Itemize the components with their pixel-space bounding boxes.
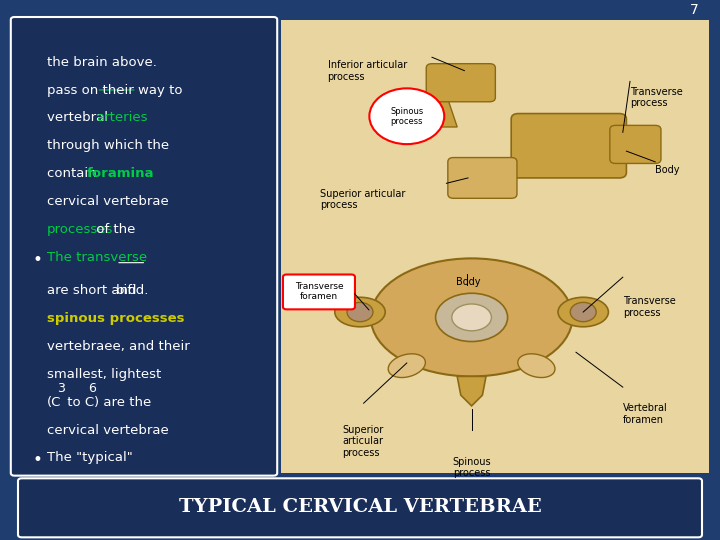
FancyBboxPatch shape (610, 125, 661, 164)
Text: Body: Body (655, 165, 680, 174)
FancyBboxPatch shape (448, 158, 517, 198)
Text: Superior
articular
process: Superior articular process (342, 424, 383, 458)
Text: The "typical": The "typical" (47, 451, 132, 464)
Text: 3: 3 (58, 382, 66, 395)
Bar (281, 19, 709, 473)
Ellipse shape (436, 293, 508, 341)
Text: Inferior articular
process: Inferior articular process (328, 60, 407, 82)
Text: to C: to C (63, 396, 94, 409)
FancyBboxPatch shape (511, 113, 626, 178)
Text: processes: processes (47, 223, 113, 236)
Text: cervical vertebrae: cervical vertebrae (47, 423, 168, 437)
Text: 6: 6 (88, 382, 96, 395)
Text: (C: (C (47, 396, 61, 409)
FancyBboxPatch shape (11, 17, 277, 476)
Ellipse shape (558, 298, 608, 327)
Text: The transverse: The transverse (47, 251, 147, 264)
Text: cervical vertebrae: cervical vertebrae (47, 195, 168, 208)
Text: Transverse
process: Transverse process (623, 296, 675, 318)
Text: vertebral: vertebral (47, 111, 112, 124)
Text: of the: of the (91, 223, 135, 236)
Text: spinous processes: spinous processes (47, 312, 184, 325)
Text: smallest, lightest: smallest, lightest (47, 368, 161, 381)
Ellipse shape (371, 259, 572, 376)
Ellipse shape (388, 354, 426, 377)
Circle shape (369, 89, 444, 144)
Circle shape (347, 302, 373, 322)
Text: vertebraee, and their: vertebraee, and their (47, 340, 189, 353)
Text: Spinous
process: Spinous process (390, 106, 423, 126)
Text: contain: contain (47, 167, 101, 180)
Text: Transverse
foramen: Transverse foramen (294, 282, 343, 301)
Text: ) are the: ) are the (94, 396, 151, 409)
FancyBboxPatch shape (18, 478, 702, 537)
Text: Body: Body (456, 277, 480, 287)
Text: Superior articular
process: Superior articular process (320, 188, 406, 210)
Text: are short and: are short and (47, 284, 140, 297)
Text: TYPICAL CERVICAL VERTEBRAE: TYPICAL CERVICAL VERTEBRAE (179, 498, 541, 516)
Text: pass on their way to: pass on their way to (47, 84, 182, 97)
Text: through which the: through which the (47, 139, 169, 152)
Text: 7: 7 (690, 3, 698, 17)
Text: the brain above.: the brain above. (47, 56, 157, 69)
Text: foramina: foramina (86, 167, 154, 180)
Text: bifid.: bifid. (116, 284, 150, 297)
Text: •: • (32, 451, 42, 469)
Text: Spinous
process: Spinous process (452, 457, 491, 478)
Polygon shape (428, 90, 457, 127)
Text: •: • (32, 251, 42, 269)
FancyBboxPatch shape (426, 64, 495, 102)
Text: Transverse
process: Transverse process (630, 87, 683, 109)
Ellipse shape (335, 298, 385, 327)
Ellipse shape (452, 304, 492, 331)
Text: Vertebral
foramen: Vertebral foramen (623, 403, 667, 425)
FancyBboxPatch shape (283, 274, 355, 309)
Circle shape (570, 302, 596, 322)
Ellipse shape (518, 354, 555, 377)
Polygon shape (457, 376, 486, 406)
Text: arteries: arteries (96, 111, 148, 124)
